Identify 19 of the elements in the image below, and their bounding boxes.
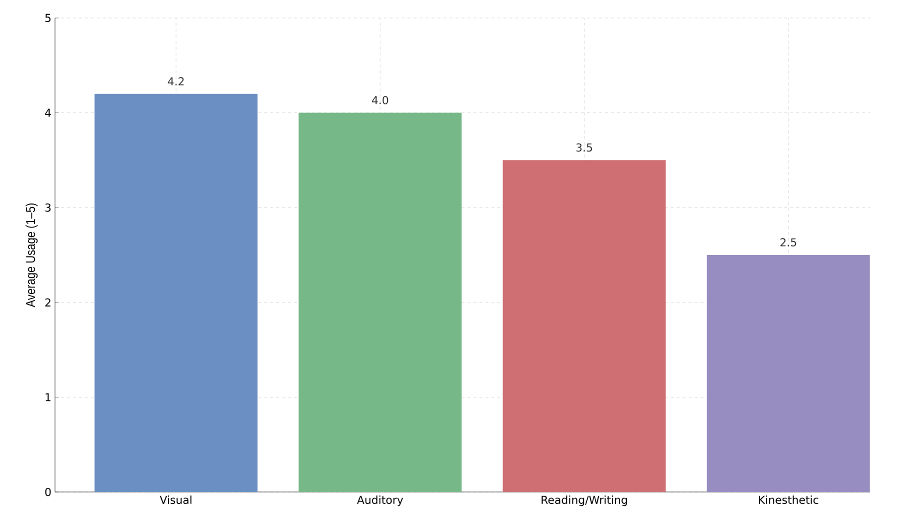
x-tick-label: Auditory bbox=[357, 496, 404, 506]
y-tick-label: 0 bbox=[45, 488, 51, 496]
y-tick-label: 5 bbox=[45, 14, 51, 22]
data-label: 4.0 bbox=[372, 96, 388, 104]
x-tick-label: Reading/Writing bbox=[542, 496, 627, 506]
bar bbox=[502, 160, 666, 492]
data-label: 3.5 bbox=[576, 143, 592, 152]
bar bbox=[94, 94, 258, 492]
bar bbox=[298, 112, 462, 492]
y-tick-label: 1 bbox=[46, 393, 50, 402]
y-tick-label: 3 bbox=[45, 203, 51, 212]
x-tick-label: Visual bbox=[160, 496, 192, 504]
data-label: 2.5 bbox=[780, 238, 796, 246]
y-tick-label: 4 bbox=[45, 108, 51, 117]
y-tick-label: 2 bbox=[45, 298, 50, 306]
bar bbox=[706, 254, 870, 492]
y-axis-title: Average Usage (1–5) bbox=[26, 203, 38, 308]
x-tick-label: Kinesthetic bbox=[758, 496, 818, 504]
data-label: 4.2 bbox=[168, 77, 184, 86]
